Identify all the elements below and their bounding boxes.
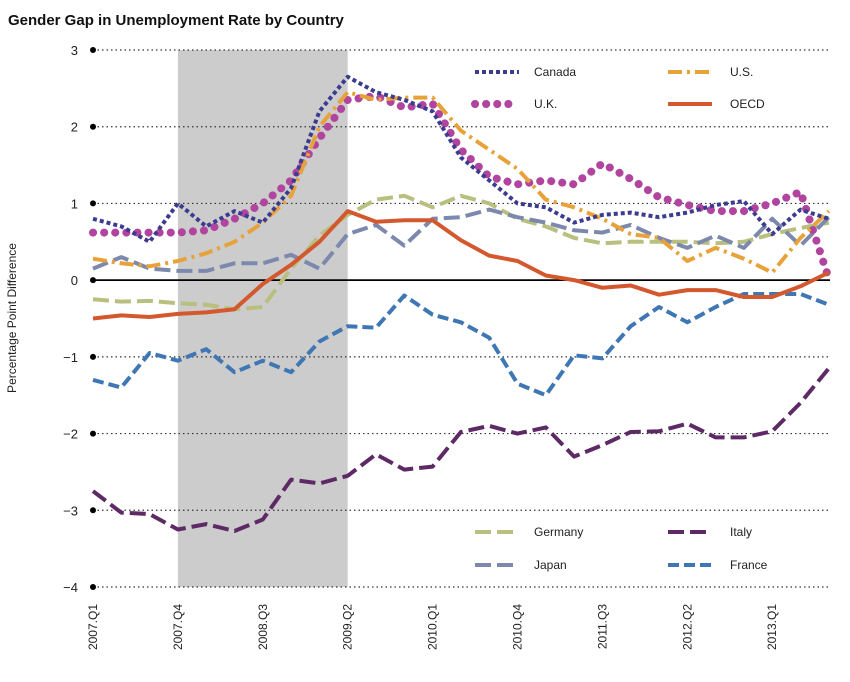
legend-label-italy: Italy	[730, 525, 752, 539]
series-line-italy	[91, 367, 831, 533]
x-tick-label: 2009.Q2	[341, 604, 355, 650]
legend-label-canada: Canada	[534, 65, 576, 79]
series-line-uk	[89, 92, 833, 283]
x-tick-label: 2010.Q1	[426, 604, 440, 650]
y-tick-dot	[90, 353, 96, 360]
y-tick-label: 1	[71, 196, 78, 211]
legend-label-japan: Japan	[534, 558, 567, 572]
legend-label-france: France	[730, 558, 768, 572]
y-tick-dot	[90, 584, 96, 590]
y-tick-label: 3	[71, 43, 78, 58]
series-line-canada	[92, 74, 830, 244]
legend-label-oecd: OECD	[730, 97, 765, 111]
y-tick-dot	[90, 123, 96, 130]
chart-title: Gender Gap in Unemployment Rate by Count…	[8, 12, 344, 29]
series-line-japan	[92, 207, 831, 273]
y-tick-label: −1	[63, 350, 78, 365]
series-line-us	[92, 90, 831, 275]
series-line-france	[92, 292, 830, 398]
y-tick-dot	[90, 200, 96, 207]
x-tick-label: 2010.Q4	[511, 604, 525, 650]
x-tick-label: 2012.Q2	[680, 604, 694, 650]
recession-shading	[177, 50, 348, 587]
x-tick-label: 2011.Q3	[595, 604, 609, 649]
y-tick-label: −2	[63, 427, 78, 442]
y-tick-dot	[90, 277, 96, 284]
x-tick-label: 2013.Q1	[765, 604, 779, 650]
y-tick-dot	[90, 47, 96, 53]
y-tick-label: −4	[63, 580, 78, 595]
x-tick-label: 2007.Q4	[171, 604, 185, 650]
series-line-germany	[92, 193, 830, 312]
y-tick-label: −3	[63, 503, 78, 518]
series-line-oecd	[92, 209, 830, 321]
x-tick-label: 2007.Q1	[86, 604, 100, 650]
x-tick-label: 2008.Q3	[256, 604, 270, 650]
y-tick-label: 2	[71, 120, 78, 135]
y-tick-dot	[90, 430, 96, 437]
legend-label-us: U.S.	[730, 65, 753, 79]
y-axis-label: Percentage Point Difference	[5, 243, 19, 393]
y-tick-label: 0	[71, 273, 78, 288]
legend-label-germany: Germany	[534, 525, 583, 539]
y-tick-dot	[90, 507, 96, 514]
legend-label-uk: U.K.	[534, 97, 557, 111]
